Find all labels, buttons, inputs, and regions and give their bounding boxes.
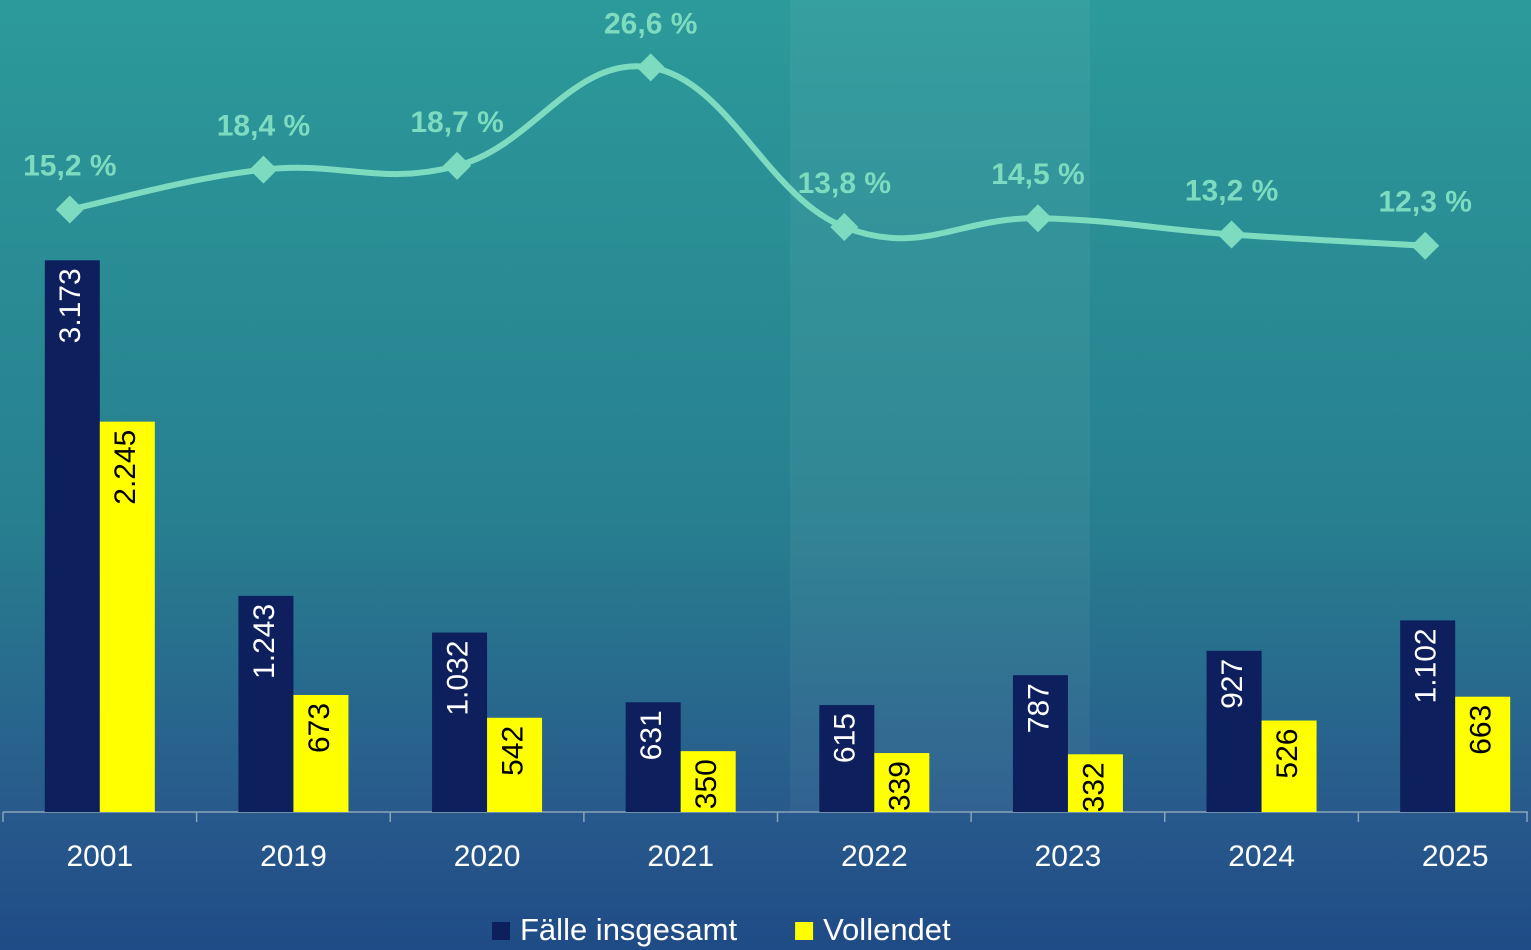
bar-value-label: 542 (496, 726, 529, 776)
bar-value-label: 927 (1216, 659, 1249, 709)
bar-value-label: 3.173 (54, 268, 87, 343)
page: 3.173 1.243 1.032 631 615 787 927 1.102 2.245 673… (0, 0, 1531, 950)
line-value-label: 18,4 % (217, 110, 310, 143)
x-tick-label: 2001 (66, 840, 133, 873)
x-tick-label: 2022 (841, 840, 908, 873)
bar-value-label: 332 (1077, 762, 1110, 812)
chart: 3.173 1.243 1.032 631 615 787 927 1.102 2.245 673… (0, 0, 1531, 950)
bar-value-label: 673 (303, 703, 336, 753)
line-value-label: 12,3 % (1378, 186, 1471, 219)
line-value-label: 14,5 % (991, 158, 1084, 191)
line-value-label: 13,2 % (1185, 174, 1278, 207)
line-value-label: 15,2 % (23, 149, 116, 182)
x-tick-label: 2020 (454, 840, 521, 873)
bar-value-label: 2.245 (109, 430, 142, 505)
legend-label: Fälle insgesamt (520, 912, 737, 947)
bar-value-label: 1.032 (441, 641, 474, 716)
bar-value-label: 1.243 (248, 604, 281, 679)
bar-value-label: 350 (690, 759, 723, 809)
line-value-label: 18,7 % (410, 106, 503, 139)
bar-value-label: 663 (1465, 705, 1498, 755)
bar-value-label: 526 (1271, 729, 1304, 779)
x-tick-label: 2019 (260, 840, 327, 873)
x-tick-label: 2023 (1035, 840, 1102, 873)
x-tick-label: 2024 (1228, 840, 1295, 873)
bar-value-label: 631 (635, 710, 668, 760)
x-tick-label: 2025 (1422, 840, 1489, 873)
bar-value-label: 787 (1022, 683, 1055, 733)
bar-value-label: 615 (829, 713, 862, 763)
bar-value-label: 1.102 (1410, 628, 1443, 703)
x-tick-label: 2021 (647, 840, 714, 873)
line-value-label: 13,8 % (798, 167, 891, 200)
line-value-label: 26,6 % (604, 7, 697, 40)
legend-label: Vollendet (823, 912, 951, 947)
legend-swatch (795, 922, 813, 940)
bar-value-label: 339 (884, 761, 917, 811)
legend-swatch (492, 922, 510, 940)
